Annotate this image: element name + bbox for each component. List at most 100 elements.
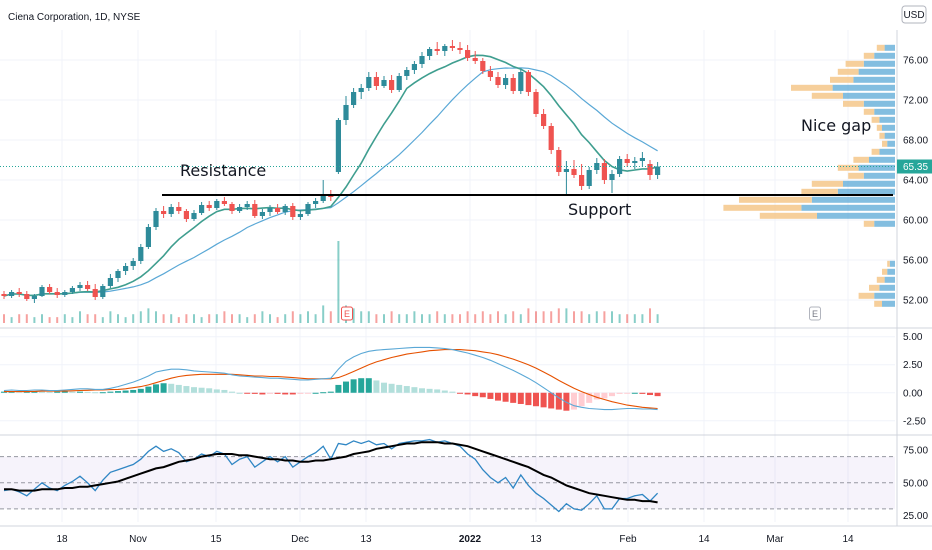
volume-profile-down-bar [723,204,802,211]
candle-body [305,204,311,214]
volume-bar [611,311,613,323]
chart-title: Ciena Corporation, 1D, NYSE [8,12,141,23]
macd-signal-line [4,349,658,410]
macd-histogram-bar [122,390,129,393]
volume-profile-down-bar [843,100,864,107]
volume-bar [436,311,439,323]
macd-histogram-bar [54,391,61,393]
macd-histogram-bar [654,392,661,397]
candle-body [579,175,585,186]
macd-histogram-bar [46,391,53,393]
volume-bar [162,314,165,323]
candle-body [594,163,600,170]
macd-histogram-bar [555,392,562,410]
macd-histogram-bar [320,392,327,394]
macd-histogram-bar [69,391,76,393]
macd-histogram-bar [449,391,456,393]
candle-body [199,205,205,213]
volume-bar [246,317,249,323]
macd-histogram-bar [510,392,517,403]
volume-profile-up-bar [858,164,895,171]
candle-body [442,46,448,51]
macd-histogram-bar [327,391,334,393]
volume-bar [519,314,522,323]
macd-histogram-bar [609,392,615,397]
volume-bar [223,311,226,323]
volume-bar [200,317,203,323]
macd-histogram-bar [419,388,425,393]
volume-profile-down-bar [871,116,880,123]
candle-body [655,166,661,175]
volume-bar [117,314,119,323]
volume-bar [595,311,598,323]
macd-histogram-bar [183,386,190,393]
volume-profile-up-bar [837,188,895,195]
volume-bar [231,314,233,323]
macd-histogram-bar [236,392,243,394]
candle-body [601,163,607,180]
currency-button[interactable]: USD [901,5,927,24]
volume-bar [86,314,89,323]
currency-label: USD [903,10,924,21]
macd-histogram-bar [251,392,258,394]
macd-histogram-bar [23,391,30,393]
volume-bar [588,314,591,323]
macd-histogram-bar [77,391,83,393]
macd-histogram-bar [213,389,220,393]
volume-bar [185,314,188,323]
volume-bar [481,311,484,323]
volume-profile-up-bar [863,172,895,179]
volume-profile-down-bar [791,84,833,91]
volume-bar [497,311,499,323]
macd-histogram-bar [647,392,653,396]
volume-profile-up-bar [882,124,895,131]
candle-body [503,78,509,85]
volume-bar [352,308,355,323]
volume-profile-down-bar [863,52,875,59]
candle-body [389,80,395,90]
price-tick-label: 60.00 [903,216,928,227]
macd-histogram-bar [244,392,251,394]
volume-bar [139,311,142,323]
macd-histogram-bar [624,392,631,394]
candle-body [39,287,45,296]
price-tick-label: 56.00 [903,256,928,267]
candle-body [69,288,75,292]
macd-histogram-bar [206,388,213,393]
candle-body [237,207,243,211]
candle-body [366,77,372,88]
macd-histogram-bar [434,389,441,393]
volume-bar [79,311,81,323]
date-tick-label: 13 [530,534,542,545]
candle-body [267,208,273,212]
candle-body [206,205,212,208]
volume-profile-down-bar [863,220,875,227]
volume-bar [618,314,621,323]
volume-bar [299,314,302,323]
macd-histogram-bar [548,392,555,409]
candle-body [586,170,592,186]
macd-histogram-bar [16,391,23,393]
candle-body [541,114,547,126]
annotation-resistance: Resistance [180,161,266,180]
volume-bar [63,314,66,323]
rsi-pane[interactable] [0,438,895,513]
volume-profile-up-bar [874,52,895,59]
candle-body [358,88,364,92]
candle-body [229,204,235,211]
macd-histogram-bar [601,392,608,399]
macd-pane[interactable] [1,346,661,411]
candle-body [275,208,281,212]
candle-body [533,92,539,114]
candle-body [191,213,197,219]
macd-histogram-bar [464,392,471,395]
macd-histogram-bar [107,391,114,393]
candle-body [639,158,645,161]
volume-bar [10,317,13,323]
rsi-tick-label: 50.00 [903,478,928,489]
macd-histogram-bar [84,391,91,393]
candle-body [161,211,167,214]
